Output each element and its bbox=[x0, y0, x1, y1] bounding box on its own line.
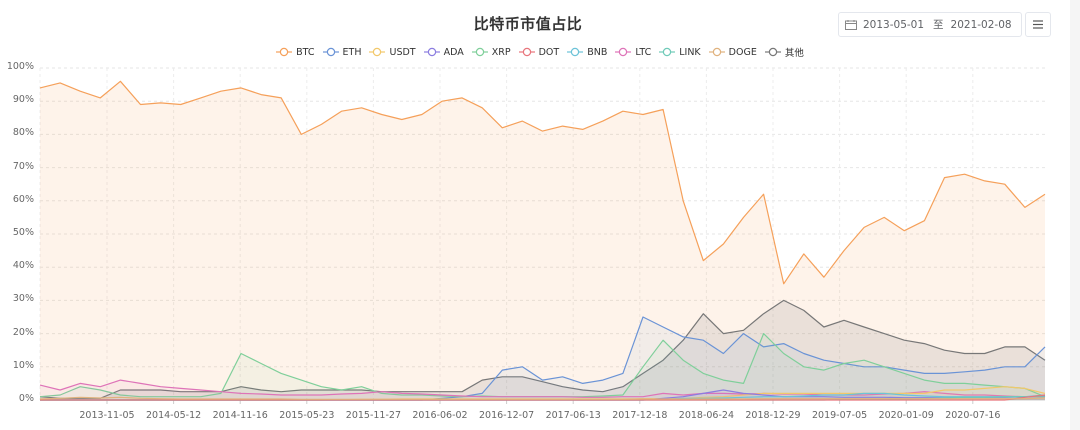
legend-item-USDT[interactable]: USDT bbox=[369, 45, 416, 59]
legend-item-ETH[interactable]: ETH bbox=[322, 45, 362, 59]
series-其他[interactable] bbox=[39, 299, 1046, 400]
legend-marker-icon bbox=[567, 47, 584, 57]
series-DOGE[interactable] bbox=[39, 396, 1046, 400]
legend-label: LTC bbox=[635, 46, 652, 58]
x-tick-label: 2019-07-05 bbox=[811, 410, 868, 421]
legend-label: BNB bbox=[587, 46, 608, 58]
legend-label: LINK bbox=[679, 46, 701, 58]
legend-marker-icon bbox=[369, 47, 386, 57]
end-date-input[interactable]: 2021-02-08 bbox=[950, 18, 1012, 31]
x-tick-label: 2016-06-02 bbox=[412, 410, 468, 421]
x-tick-label: 2013-11-05 bbox=[79, 410, 135, 421]
legend-item-BTC[interactable]: BTC bbox=[276, 45, 315, 59]
legend-item-XRP[interactable]: XRP bbox=[471, 45, 511, 59]
legend-marker-icon bbox=[423, 47, 440, 57]
y-tick-label: 50% bbox=[12, 227, 34, 238]
legend-label: DOGE bbox=[728, 46, 757, 58]
x-tick-label: 2017-12-18 bbox=[612, 410, 668, 421]
x-tick-label: 2015-05-23 bbox=[279, 410, 335, 421]
date-range-separator: 至 bbox=[933, 19, 944, 31]
y-tick-label: 70% bbox=[12, 160, 34, 172]
hamburger-menu-icon bbox=[1033, 20, 1043, 29]
legend-item-ADA[interactable]: ADA bbox=[423, 45, 464, 59]
legend-item-LTC[interactable]: LTC bbox=[615, 45, 651, 59]
legend-item-其他[interactable]: 其他 bbox=[764, 45, 804, 59]
x-tick-label: 2015-11-27 bbox=[345, 410, 401, 421]
legend-marker-icon bbox=[276, 47, 293, 57]
legend-item-BNB[interactable]: BNB bbox=[567, 45, 607, 59]
legend-marker-icon bbox=[615, 47, 632, 57]
legend-label: DOT bbox=[538, 46, 560, 58]
x-tick-label: 2016-12-07 bbox=[478, 410, 535, 421]
x-tick-label: 2017-06-13 bbox=[545, 410, 601, 421]
y-tick-label: 20% bbox=[12, 326, 34, 338]
x-tick-label: 2018-06-24 bbox=[678, 410, 734, 421]
legend-label: XRP bbox=[491, 46, 511, 58]
menu-button[interactable] bbox=[1025, 12, 1051, 37]
y-tick-label: 100% bbox=[6, 61, 34, 72]
x-tick-label: 2020-01-09 bbox=[878, 410, 934, 421]
y-tick-label: 60% bbox=[12, 193, 34, 205]
chart-legend: BTC ETH USDT ADA XRP DOT BNB LTC LINK DOGE 其他 bbox=[0, 45, 1080, 59]
legend-marker-icon bbox=[518, 47, 535, 57]
chart-title: 比特币市值占比 bbox=[473, 15, 583, 33]
legend-marker-icon bbox=[764, 47, 781, 57]
legend-marker-icon bbox=[471, 47, 488, 57]
series-BTC[interactable] bbox=[39, 80, 1046, 401]
y-tick-label: 80% bbox=[12, 127, 34, 139]
x-tick-label: 2014-11-16 bbox=[212, 410, 268, 421]
x-tick-label: 2020-07-16 bbox=[945, 410, 1001, 421]
y-tick-label: 90% bbox=[12, 94, 34, 106]
legend-marker-icon bbox=[708, 47, 725, 57]
date-range-picker[interactable]: 2013-05-01 至 2021-02-08 bbox=[838, 12, 1022, 37]
legend-label: BTC bbox=[296, 46, 315, 58]
side-panel bbox=[1070, 0, 1080, 430]
calendar-icon bbox=[845, 19, 857, 30]
legend-label: USDT bbox=[389, 46, 416, 58]
start-date-input[interactable]: 2013-05-01 bbox=[863, 18, 925, 31]
y-tick-label: 0% bbox=[18, 393, 34, 404]
legend-marker-icon bbox=[322, 47, 339, 57]
series-DOT[interactable] bbox=[40, 394, 1046, 401]
x-tick-label: 2014-05-12 bbox=[145, 410, 202, 421]
legend-item-DOGE[interactable]: DOGE bbox=[708, 45, 757, 59]
legend-item-LINK[interactable]: LINK bbox=[659, 45, 701, 59]
legend-label: ETH bbox=[342, 46, 362, 58]
series-LTC[interactable] bbox=[39, 379, 1045, 400]
legend-label: ADA bbox=[443, 46, 464, 58]
y-tick-label: 30% bbox=[12, 293, 34, 305]
legend-marker-icon bbox=[659, 47, 676, 57]
legend-item-DOT[interactable]: DOT bbox=[518, 45, 560, 59]
y-tick-label: 10% bbox=[12, 359, 34, 371]
legend-label: 其他 bbox=[784, 48, 804, 59]
y-tick-label: 40% bbox=[12, 260, 34, 272]
x-tick-label: 2018-12-29 bbox=[745, 410, 801, 421]
